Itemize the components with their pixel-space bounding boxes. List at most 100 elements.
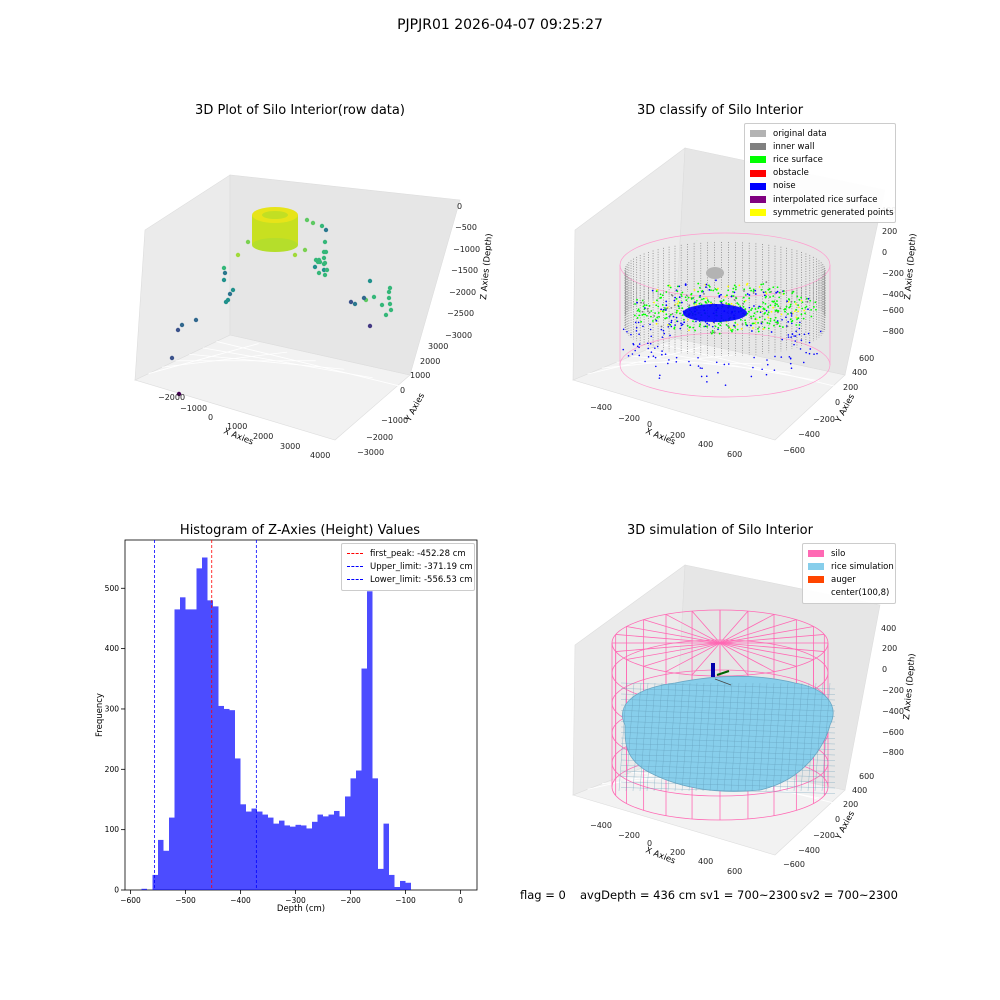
x-tick: 0	[647, 420, 652, 429]
histogram-bar	[202, 557, 208, 890]
histogram-bar	[207, 600, 213, 890]
x-axis-label: X Axies	[644, 427, 677, 448]
y-tick: −200	[813, 415, 835, 424]
scatter-point	[179, 322, 185, 328]
scatter-point	[223, 299, 229, 305]
legend-entry-lower-limit: Lower_limit: -556.53 cm	[347, 573, 473, 586]
scatter-point	[316, 270, 322, 276]
cylinder-points	[252, 207, 298, 252]
scatter-point	[387, 285, 393, 291]
histogram-bar	[180, 597, 186, 890]
z-tick: −600	[882, 728, 904, 737]
scatter-point	[379, 302, 385, 308]
legend-entry-rice-surface: rice surface	[750, 153, 890, 166]
histogram-bar	[317, 814, 323, 890]
y-tick: −1000	[381, 416, 408, 425]
z-tick: −800	[882, 327, 904, 336]
histogram-bar	[213, 606, 219, 890]
scatter-point	[323, 227, 329, 233]
histogram-bar	[224, 708, 230, 890]
histogram-bar	[383, 823, 389, 890]
scatter-point	[227, 291, 233, 297]
z-tick: 200	[882, 227, 897, 236]
legend-entry-upper-limit: Upper_limit: -371.19 cm	[347, 560, 473, 573]
x-tick: 2000	[253, 432, 273, 441]
status-sv1: sv1 = 700~2300	[700, 888, 798, 902]
x-tick: 600	[727, 450, 742, 459]
legend-line	[347, 579, 363, 581]
x-tick: −400	[590, 821, 612, 830]
x-tick: −1000	[180, 404, 207, 413]
z-tick: 200	[882, 644, 897, 653]
x-tick-label: −300	[285, 896, 306, 905]
raw-plot-title: 3D Plot of Silo Interior(row data)	[195, 103, 405, 118]
histogram-bar	[273, 823, 279, 890]
histogram-bar	[191, 609, 197, 890]
scatter-point	[176, 391, 182, 397]
legend-label: rice surface	[773, 154, 823, 165]
z-tick: −1500	[451, 266, 478, 275]
histogram-bar	[350, 778, 356, 890]
y-tick: 3000	[428, 342, 448, 351]
histogram-bar	[290, 826, 296, 890]
histogram-bar	[246, 811, 252, 890]
classify-legend: original data inner wall rice surface ob…	[744, 123, 896, 224]
legend-line	[347, 566, 363, 568]
y-tick: 0	[835, 398, 840, 407]
y-tick: −3000	[357, 448, 384, 457]
depth-histogram: −600 −500 −400 −300 −200 −100 0 0 100 200 300 400 5…	[95, 539, 478, 914]
x-tick: 1000	[227, 422, 247, 431]
simulation-legend: silo rice simulation auger center(100,8)	[802, 543, 896, 604]
legend-label: original data	[773, 128, 827, 139]
scatter-point	[221, 265, 227, 271]
legend-label: auger	[831, 574, 856, 585]
legend-label: inner wall	[773, 141, 815, 152]
legend-swatch	[808, 576, 824, 584]
legend-entry-center: center(100,8)	[808, 587, 890, 600]
x-tick-label: −500	[175, 896, 196, 905]
histogram-bar	[163, 850, 169, 890]
grid-lines	[587, 343, 849, 390]
histogram-bar	[141, 888, 147, 890]
legend-label: symmetric generated points	[773, 207, 894, 218]
simulation-3d-surface: −400 −200 0 200 400 600 X Axies −600 −40…	[572, 564, 918, 876]
classify-plot-title: 3D classify of Silo Interior	[636, 103, 804, 118]
histogram-bar	[328, 814, 334, 890]
scatter-point	[302, 247, 308, 253]
y-tick-label: 200	[105, 765, 120, 774]
y-tick: −400	[798, 846, 820, 855]
legend-entry-symmetric: symmetric generated points	[750, 206, 894, 219]
y-tick: 200	[843, 383, 858, 392]
legend-swatch	[750, 169, 766, 177]
legend-entry-obstacle: obstacle	[750, 167, 890, 180]
x-tick: −400	[590, 403, 612, 412]
x-tick: −200	[618, 414, 640, 423]
z-tick: −2000	[449, 288, 476, 297]
z-tick: 400	[881, 624, 896, 633]
histogram-bar	[323, 816, 329, 890]
x-axis-ticks: −2000 −1000 0 1000 2000 3000 4000	[158, 393, 330, 460]
legend-label: Lower_limit: -556.53 cm	[370, 574, 473, 585]
figure-title: PJPJR01 2026-04-07 09:25:27	[397, 17, 603, 33]
histogram-bars	[141, 557, 411, 890]
x-axis-label: Depth (cm)	[277, 904, 325, 914]
scatter-point	[175, 327, 181, 333]
y-tick: 0	[400, 386, 405, 395]
z-tick: −400	[882, 290, 904, 299]
histogram-legend: first_peak: -452.28 cm Upper_limit: -371…	[341, 543, 475, 591]
scatter-point	[324, 267, 330, 273]
z-axis-ticks: 0 −500 −1000 −1500 −2000 −2500 −3000	[445, 202, 480, 340]
histogram-bar	[229, 710, 235, 890]
z-tick: 0	[457, 202, 462, 211]
x-axis-ticks: −400 −200 0 200 400 600	[590, 403, 742, 459]
z-tick: −600	[882, 306, 904, 315]
z-tick: −1000	[453, 245, 480, 254]
z-axis-ticks: 400 200 0 −200 −400 −600 −800	[881, 624, 904, 757]
scatter-point	[367, 323, 373, 329]
scatter-point	[316, 257, 322, 263]
legend-swatch	[750, 196, 766, 204]
scatter-point	[230, 287, 236, 293]
z-axis-label: Z Axies (Depth)	[902, 653, 918, 720]
legend-swatch	[750, 182, 766, 190]
legend-label: obstacle	[773, 168, 809, 179]
